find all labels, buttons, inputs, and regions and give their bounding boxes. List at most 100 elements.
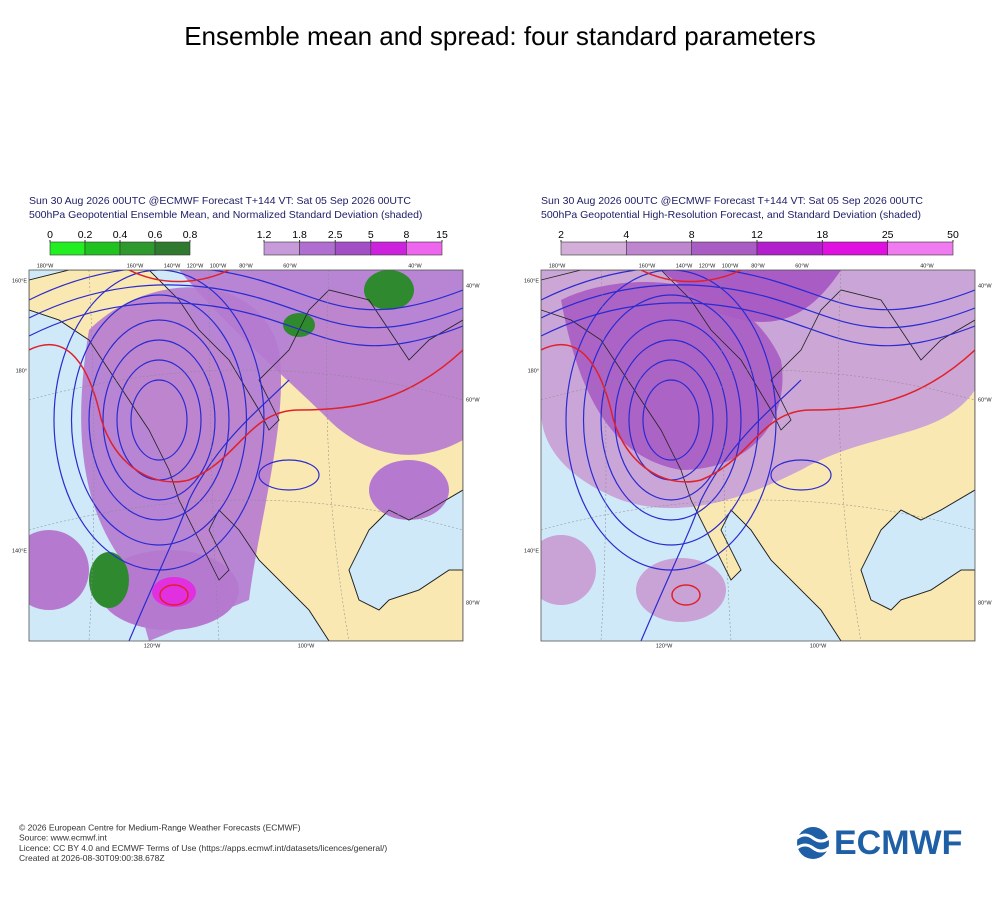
contour — [614, 339, 728, 501]
contour-red — [159, 584, 189, 606]
colorbar-segment — [822, 241, 888, 256]
coastline — [541, 270, 975, 641]
contour-red — [640, 270, 742, 283]
shading — [283, 313, 315, 337]
colorbar-tick-label: 0 — [47, 229, 53, 241]
colorbar-segment — [406, 241, 443, 256]
map-border — [540, 269, 976, 642]
shading — [661, 270, 841, 322]
contour — [770, 459, 832, 491]
longitude-label: 120°W — [699, 263, 716, 269]
colorbar-tick-label: 12 — [751, 229, 763, 241]
colorbar-tick-label: 18 — [816, 229, 828, 241]
map-panel: Sun 30 Aug 2026 00UTC @ECMWF Forecast T+… — [12, 195, 480, 650]
contour-red — [128, 270, 230, 283]
longitude-label: 80°W — [466, 600, 480, 606]
colorbar-tick-label: 8 — [689, 229, 695, 241]
colorbar-tick-label: 0.8 — [183, 229, 198, 241]
contour — [541, 270, 975, 311]
footer-line: © 2026 European Centre for Medium-Range … — [19, 822, 301, 832]
contour-red — [541, 343, 975, 483]
map-border — [28, 269, 464, 642]
colorbar-segment — [691, 241, 758, 256]
graticule — [326, 270, 350, 641]
colorbar-tick-label: 0.2 — [78, 229, 93, 241]
logo: ECMWF — [796, 824, 962, 862]
colorbar-segment — [299, 241, 336, 256]
contour — [541, 284, 975, 329]
contour — [29, 270, 463, 311]
colorbar-segment — [887, 241, 954, 256]
contour — [642, 379, 700, 461]
logo-text: ECMWF — [834, 824, 962, 862]
colorbar-segment — [84, 241, 121, 256]
panel-header: Sun 30 Aug 2026 00UTC @ECMWF Forecast T+… — [541, 195, 923, 207]
shading — [179, 270, 463, 455]
contour — [70, 294, 248, 546]
longitude-label: 40°W — [466, 283, 480, 289]
shading — [89, 552, 129, 608]
longitude-label: 160°W — [127, 263, 144, 269]
longitude-label: 180°W — [37, 263, 54, 269]
colorbar-tick-label: 5 — [368, 229, 374, 241]
map — [28, 269, 464, 642]
contour — [541, 302, 975, 347]
colorbar-tick-label: 2 — [558, 229, 564, 241]
longitude-label: 100°W — [810, 643, 827, 649]
longitude-label: 100°W — [722, 263, 739, 269]
contour — [88, 319, 230, 521]
colorbar-segment — [49, 241, 86, 256]
longitude-label: 80°W — [239, 263, 253, 269]
latitude-label: 180° — [16, 368, 27, 374]
graticule — [29, 499, 463, 531]
footer-line: Source: www.ecmwf.int — [19, 833, 107, 843]
graticule — [838, 270, 862, 641]
map-panel: Sun 30 Aug 2026 00UTC @ECMWF Forecast T+… — [524, 195, 992, 650]
longitude-label: 100°W — [210, 263, 227, 269]
latitude-label: 160°E — [12, 278, 27, 284]
graticule — [208, 270, 220, 641]
colorbar-tick-label: 1.8 — [292, 229, 307, 241]
longitude-label: 120°W — [144, 643, 161, 649]
longitude-label: 180°W — [549, 263, 566, 269]
colorbar-tick-label: 1.2 — [257, 229, 272, 241]
panel-header: 500hPa Geopotential High-Resolution Fore… — [541, 209, 921, 221]
contour — [102, 339, 216, 501]
longitude-label: 60°W — [283, 263, 297, 269]
longitude-label: 40°W — [920, 263, 934, 269]
shading — [152, 577, 196, 607]
latitude-label: 180° — [528, 368, 539, 374]
shading — [541, 535, 596, 605]
latitude-label: 160°E — [524, 278, 539, 284]
logo-icon-wave — [796, 833, 830, 853]
longitude-label: 60°W — [795, 263, 809, 269]
panel-header: 500hPa Geopotential Ensemble Mean, and N… — [29, 209, 422, 221]
graticule — [541, 369, 975, 401]
contour — [258, 459, 320, 491]
graticule — [600, 270, 607, 641]
colorbar-segment — [263, 241, 300, 256]
colorbar-segment — [626, 241, 692, 256]
longitude-label: 140°W — [676, 263, 693, 269]
contour — [29, 284, 463, 329]
map-content — [29, 270, 463, 641]
longitude-label: 140°W — [164, 263, 181, 269]
contour — [640, 379, 802, 641]
longitude-label: 60°W — [466, 397, 480, 403]
shading — [369, 460, 449, 520]
contour-red — [29, 343, 463, 483]
colorbar-tick-label: 4 — [623, 229, 629, 241]
contour — [130, 379, 188, 461]
colorbar-segment — [154, 241, 191, 256]
graticule — [720, 270, 732, 641]
longitude-label: 60°W — [978, 397, 992, 403]
logo-icon — [797, 827, 829, 859]
page-title: Ensemble mean and spread: four standard … — [184, 21, 816, 51]
map-content — [541, 270, 975, 641]
latitude-label: 140°E — [524, 548, 539, 554]
colorbar-tick-label: 2.5 — [328, 229, 343, 241]
colorbar-segment — [334, 241, 372, 256]
colorbar-tick-label: 8 — [403, 229, 409, 241]
longitude-label: 80°W — [978, 600, 992, 606]
footer-line: Licence: CC BY 4.0 and ECMWF Terms of Us… — [19, 843, 387, 853]
